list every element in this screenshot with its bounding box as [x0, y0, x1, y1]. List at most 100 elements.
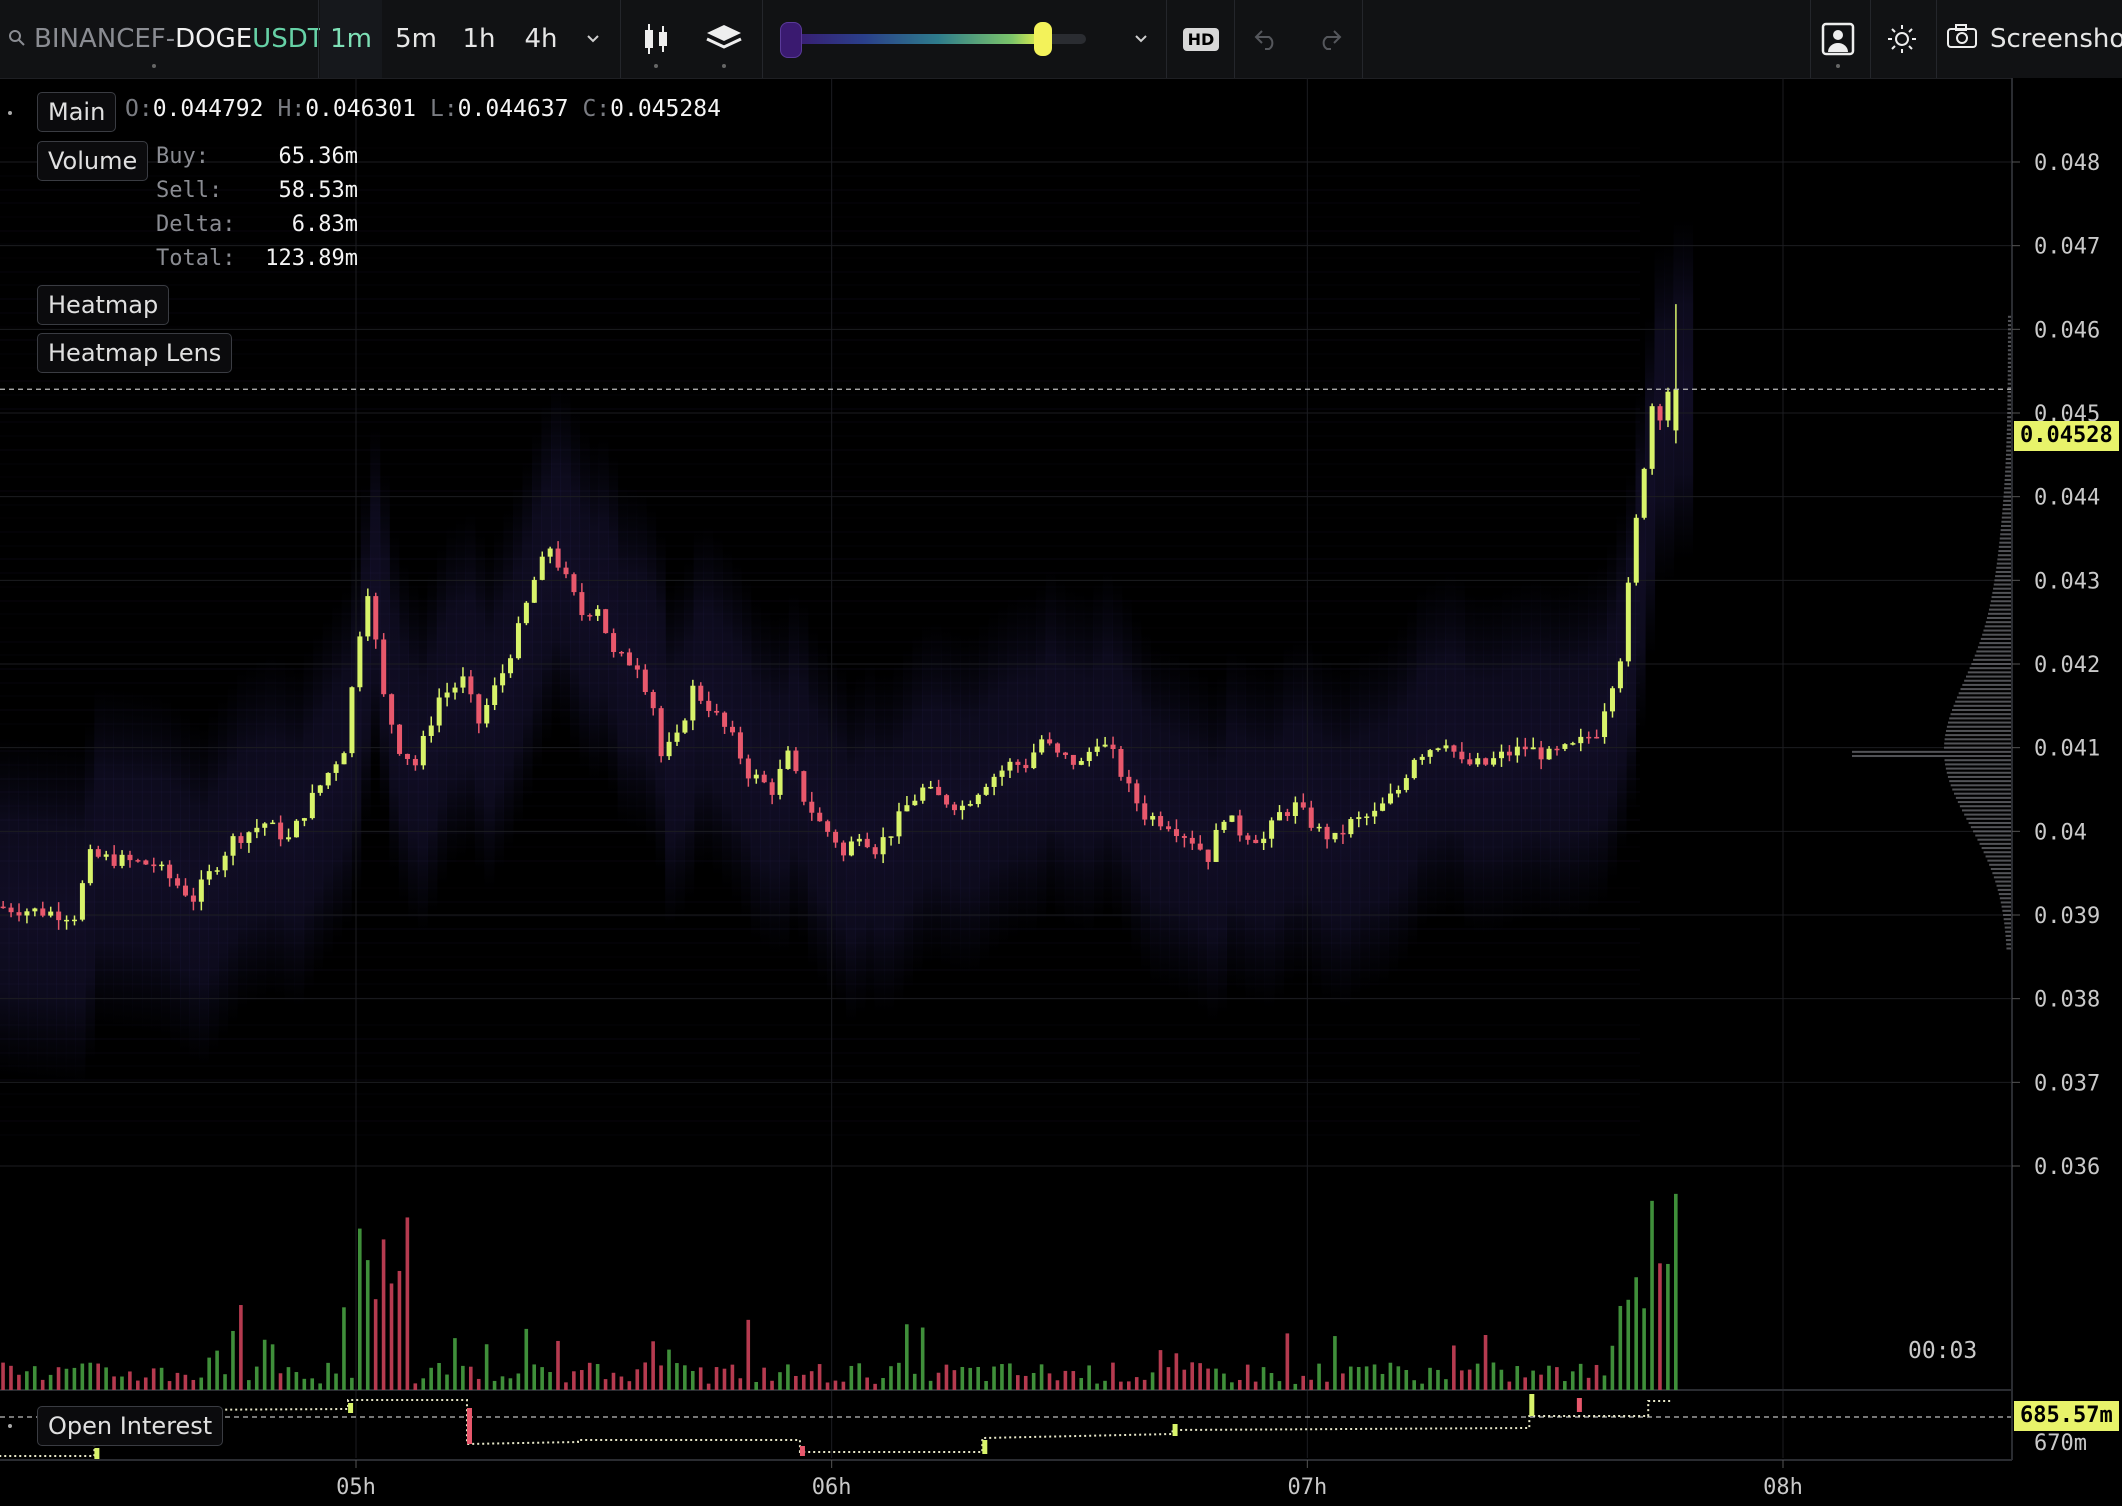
candle-body [737, 732, 743, 759]
candle-body [420, 735, 426, 766]
volume-bar [318, 1383, 322, 1390]
price-chart-canvas[interactable]: 0.0480.0470.0460.0450.0440.0430.0420.041… [0, 78, 2122, 1506]
open-interest-change-bar [982, 1440, 988, 1454]
heatmap-column [265, 654, 276, 995]
volume-profile-bar [2005, 934, 2012, 937]
timeframe-4h[interactable]: 4h [524, 24, 558, 54]
volume-bar [1285, 1333, 1290, 1390]
undo-icon[interactable] [1236, 0, 1296, 78]
time-axis[interactable]: 05h 06h 07h 08h [0, 1459, 2012, 1500]
volume-bar [912, 1373, 917, 1390]
candle-body [840, 842, 846, 856]
candle-body [365, 596, 371, 637]
search-icon [8, 24, 26, 54]
open-interest-change-bar [1172, 1424, 1178, 1436]
account-icon[interactable] [1812, 0, 1864, 78]
heatmap-column [855, 673, 866, 1014]
volume-bar [1650, 1200, 1654, 1390]
volume-profile-bar [1852, 750, 2012, 753]
heatmap-slider-min-handle[interactable] [780, 22, 802, 58]
volume-profile-bar [1964, 679, 2012, 682]
volume-bar [1515, 1366, 1520, 1390]
volume-bar [1452, 1345, 1456, 1390]
volume-profile-bar [1975, 834, 2012, 837]
volume-profile-bar [2007, 395, 2012, 398]
open-interest-path [0, 1399, 1673, 1457]
price-axis[interactable]: 0.0480.0470.0460.0450.0440.0430.0420.041… [2011, 78, 2122, 1506]
volume-bar [1634, 1277, 1638, 1390]
candle-body [1451, 745, 1457, 752]
timeframe-more-chevron-down-icon[interactable] [572, 0, 614, 78]
candle-body [476, 694, 482, 724]
symbol-base: DOGE [175, 24, 253, 54]
ohlc-readout: O:0.044792 H:0.046301 L:0.044637 C:0.045284 [125, 96, 735, 122]
screenshot-button[interactable]: Screenshot [1946, 0, 2122, 78]
heatmap-column [1274, 659, 1285, 1000]
hd-toggle-button[interactable]: HD [1168, 0, 1234, 78]
timeframe-1m[interactable]: 1m [320, 0, 382, 78]
timeframe-5m[interactable]: 5m [395, 24, 437, 54]
volume-bar [1674, 1193, 1678, 1390]
volume-bar [627, 1381, 632, 1390]
heatmap-column [1312, 649, 1323, 990]
heatmap-column [1245, 661, 1256, 1002]
heatmap-column [1578, 576, 1589, 917]
volume-bar [207, 1357, 211, 1390]
candle-body [452, 687, 458, 693]
volume-bar [675, 1363, 679, 1390]
heatmap-column [455, 518, 466, 859]
candle-type-icon[interactable] [626, 0, 686, 78]
volume-pane-button[interactable]: Volume [37, 141, 149, 181]
heatmap-pane-button[interactable]: Heatmap [37, 285, 170, 325]
heatmap-lens-button[interactable]: Heatmap Lens [37, 333, 233, 373]
volume-bar [302, 1378, 307, 1390]
layers-icon[interactable] [690, 0, 758, 78]
symbol-search[interactable]: BINANCEF- DOGE USDT [0, 0, 324, 78]
volume-bar [1269, 1373, 1274, 1390]
candle-body [460, 676, 466, 688]
heatmap-column [199, 725, 210, 1066]
candle-body [626, 652, 632, 666]
volume-bar [326, 1362, 330, 1390]
volume-bar [833, 1380, 838, 1390]
volume-bar [1190, 1362, 1195, 1390]
volume-bar [17, 1374, 21, 1390]
heatmap-column [1074, 590, 1085, 931]
volume-profile-bar [2007, 349, 2012, 352]
candle-body [650, 692, 656, 709]
candle-body [135, 860, 141, 862]
volume-profile-bar [1979, 642, 2012, 645]
heatmap-column [18, 738, 29, 1079]
heatmap-column [341, 587, 352, 928]
heatmap-opacity-slider-track[interactable] [790, 34, 1086, 44]
heatmap-column [1178, 657, 1189, 998]
candle-body [254, 827, 260, 833]
volume-profile-bar [2007, 332, 2012, 335]
volume-bar [437, 1363, 441, 1390]
heatmap-slider-max-handle[interactable] [1034, 22, 1052, 56]
theme-sun-icon[interactable] [1874, 0, 1930, 78]
volume-profile-bar [1989, 863, 2012, 866]
volume-bar [1475, 1363, 1480, 1390]
volume-bar [651, 1341, 655, 1390]
open-interest-pane-button[interactable]: Open Interest [37, 1406, 224, 1446]
volume-bar [1103, 1380, 1107, 1390]
heatmap-column [674, 575, 685, 916]
volume-bar [25, 1371, 29, 1390]
candle-body [880, 837, 886, 855]
heatmap-chevron-down-icon[interactable] [1120, 0, 1162, 78]
volume-profile-bar [1984, 625, 2012, 628]
redo-icon[interactable] [1300, 0, 1360, 78]
volume-bar [1325, 1381, 1329, 1390]
timeframe-1h[interactable]: 1h [462, 24, 496, 54]
candle-body [547, 548, 553, 557]
candle-body [190, 895, 196, 902]
volume-bar [270, 1344, 275, 1390]
candle-body [508, 658, 514, 674]
volume-bar [516, 1373, 521, 1390]
main-pane-button[interactable]: Main [37, 92, 117, 132]
volume-bar [635, 1369, 640, 1390]
volume-profile-bar [2004, 487, 2012, 490]
heatmap-column [769, 615, 780, 956]
candle-body [24, 911, 30, 916]
